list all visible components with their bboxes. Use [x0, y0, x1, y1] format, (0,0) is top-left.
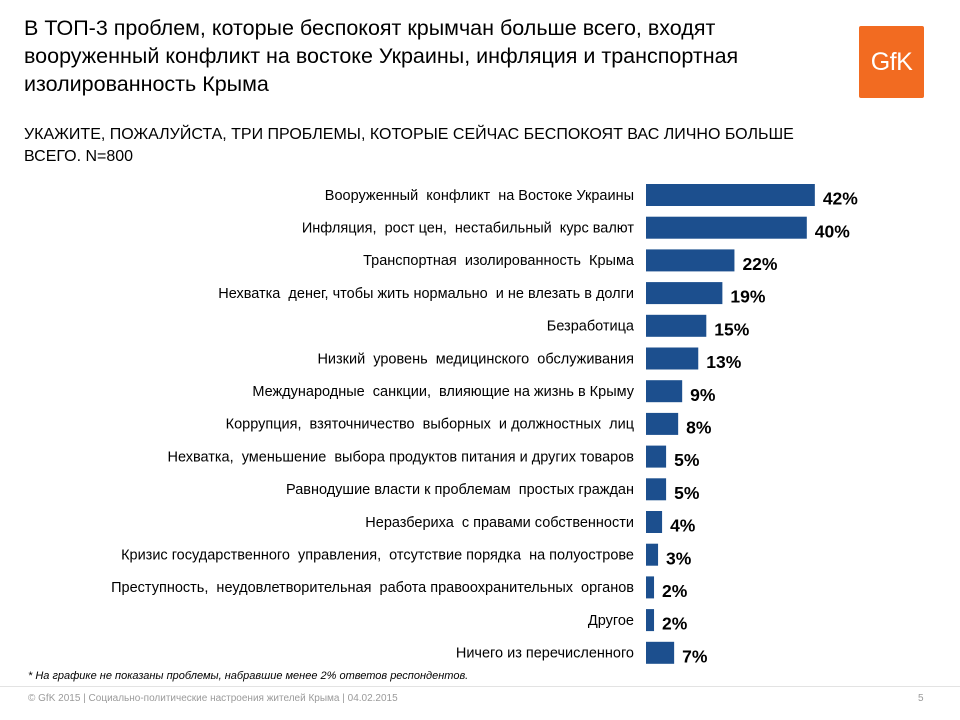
value-label: 8% — [686, 418, 712, 438]
category-label: Ничего из перечисленного — [456, 646, 634, 662]
value-label: 9% — [690, 385, 716, 405]
value-label: 15% — [714, 319, 749, 339]
category-label: Нехватка денег, чтобы жить нормально и н… — [218, 286, 634, 302]
value-label: 3% — [666, 548, 692, 568]
category-label: Транспортная изолированность Крыма — [363, 253, 635, 269]
value-label: 42% — [823, 189, 858, 209]
value-label: 5% — [674, 483, 700, 503]
value-label: 7% — [682, 646, 708, 666]
category-label: Низкий уровень медицинского обслуживания — [317, 351, 634, 367]
bar — [646, 576, 655, 599]
chart-question: УКАЖИТЕ, ПОЖАЛУЙСТА, ТРИ ПРОБЛЕМЫ, КОТОР… — [24, 126, 794, 165]
value-label: 13% — [706, 352, 741, 372]
category-label: Безработица — [547, 319, 635, 335]
category-label: Неразбериха с правами собственности — [365, 515, 634, 531]
bar — [646, 478, 667, 501]
value-label: 19% — [730, 287, 765, 307]
category-label: Равнодушие власти к проблемам простых гр… — [286, 482, 634, 498]
bar — [646, 249, 735, 272]
value-label: 4% — [670, 516, 696, 536]
value-label: 40% — [815, 221, 850, 241]
category-label: Международные санкции, влияющие на жизнь… — [252, 384, 634, 400]
bar — [646, 282, 723, 305]
bar — [646, 314, 707, 337]
value-label: 2% — [662, 581, 688, 601]
footer-divider — [0, 686, 960, 687]
category-label: Преступность, неудовлетворительная работ… — [111, 580, 634, 596]
gfk-logo: GfK — [859, 26, 924, 98]
bar — [646, 511, 663, 533]
category-label: Инфляция, рост цен, нестабильный курс ва… — [302, 221, 634, 237]
bar — [646, 412, 679, 435]
value-label: 22% — [742, 254, 777, 274]
value-label: 2% — [662, 614, 688, 634]
category-label: Вооруженный конфликт на Востоке Украины — [325, 188, 634, 204]
page-number: 5 — [918, 693, 924, 704]
bar — [646, 184, 815, 206]
category-label: Нехватка, уменьшение выбора продуктов пи… — [168, 449, 635, 465]
footer-text: © GfK 2015 | Социально-политические наст… — [28, 693, 398, 704]
slide-title: В ТОП-3 проблем, которые беспокоят крымч… — [24, 16, 739, 96]
bar — [646, 347, 699, 370]
value-label: 5% — [674, 450, 700, 470]
gfk-logo-text: GfK — [870, 47, 913, 76]
category-label: Кризис государственного управления, отсу… — [121, 548, 634, 564]
bar — [646, 609, 655, 632]
category-label: Другое — [588, 613, 634, 629]
bar — [646, 216, 807, 239]
bar — [646, 543, 659, 566]
bar — [646, 380, 683, 403]
footnote: * На графике не показаны проблемы, набра… — [28, 670, 469, 682]
bar — [646, 445, 667, 468]
category-label: Коррупция, взяточничество выборных и дол… — [226, 417, 634, 433]
bar — [646, 641, 675, 664]
